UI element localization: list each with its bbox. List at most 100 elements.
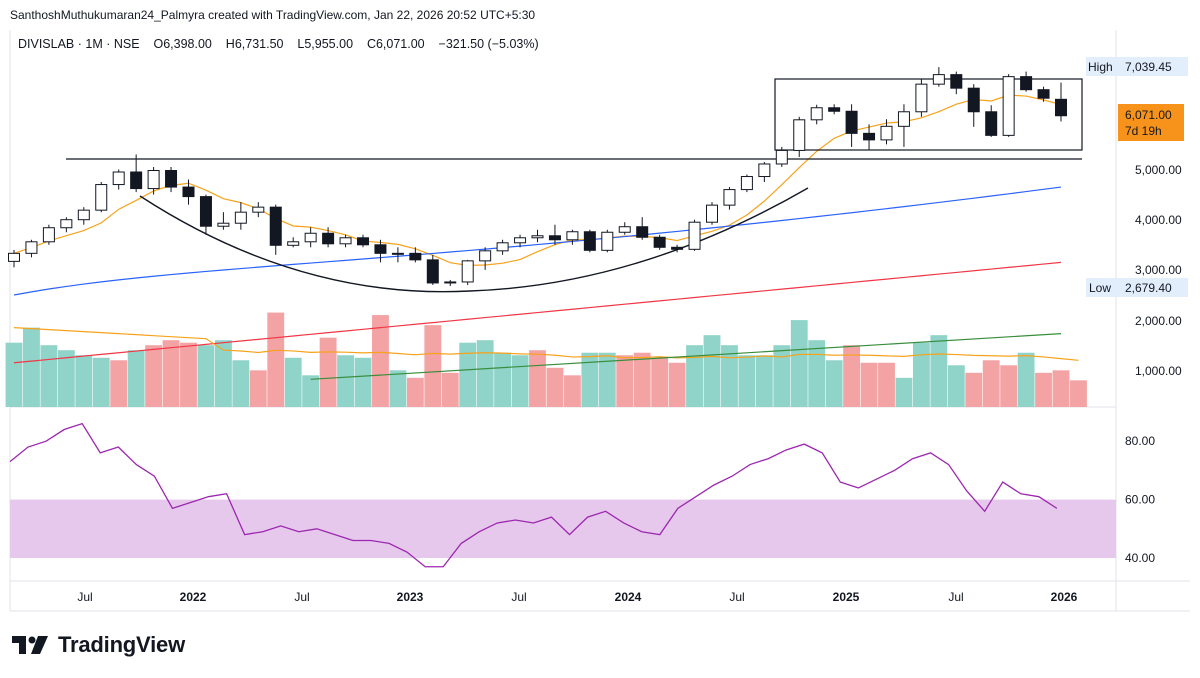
footer: TradingView [12,632,185,658]
candle [322,232,335,245]
price-tick: 5,000.00 [1135,163,1182,177]
open-value: O6,398.00 [153,37,212,51]
moving-averages [13,94,1079,380]
volume-bar [703,335,721,407]
high-tag-value: 7,039.45 [1125,60,1172,74]
volume-bar [145,345,163,407]
volume-bar [441,372,459,407]
close-value: C6,071.00 [366,37,425,51]
candle [601,231,614,251]
low-value: L5,955.00 [297,37,354,51]
candle [8,252,20,262]
candle [845,110,858,134]
candle [95,184,108,211]
candle [793,119,806,151]
candle [566,231,579,241]
rsi-line [9,422,1058,568]
volume-bar [214,340,232,407]
time-label: Jul [77,590,92,604]
volume-bar [494,352,512,407]
candle [409,252,422,261]
candle [932,74,945,85]
candle [967,87,980,113]
time-label: 2024 [615,590,642,604]
candle [671,246,684,250]
time-label: Jul [294,590,309,604]
candle [199,196,212,227]
candle [740,176,753,191]
cup-curve[interactable] [139,187,809,293]
low-tag-value: 2,679.40 [1125,281,1172,295]
candle [461,260,474,283]
volume-bar [389,370,407,407]
candle [1037,89,1050,99]
volume-bar [581,352,599,407]
rsi-tick: 40.00 [1125,551,1155,565]
candle [618,226,631,233]
volume-bar [616,355,634,407]
candle [77,209,90,221]
volume-bars [5,312,1087,407]
time-label: Jul [948,590,963,604]
time-label: 2026 [1051,590,1078,604]
volume-bar [162,340,180,407]
candle [1002,76,1015,136]
price-chart[interactable]: 5,000.00 4,000.00 3,000.00 2,000.00 1,00… [0,30,1200,620]
candles [8,67,1067,287]
time-label: 2022 [180,590,207,604]
volume-bar [755,355,773,407]
volume-bar [459,342,477,407]
bar-countdown: 7d 19h [1125,124,1162,138]
price-tick: 2,000.00 [1135,314,1182,328]
volume-bar [1000,365,1018,407]
volume-bar [476,340,494,407]
candle [810,107,823,121]
candle [531,235,544,239]
candle [287,241,300,246]
time-label: Jul [511,590,526,604]
candle [514,237,527,244]
time-axis[interactable]: Jul 2022 Jul 2023 Jul 2024 Jul 2025 Jul … [77,590,1077,604]
candle [42,227,55,243]
volume-bar [529,350,546,407]
volume-bar [372,315,389,407]
volume-bar [721,345,738,407]
low-tag-label: Low [1089,281,1111,295]
candle [252,206,265,213]
candle [915,83,928,113]
volume-bar [302,375,320,407]
high-tag-value-bg [1120,57,1188,76]
volume-bar [23,327,40,407]
volume-bar [40,345,58,407]
current-price-tag [1118,104,1184,141]
candle [897,111,910,127]
rsi-scale[interactable]: 80.00 60.00 40.00 [1125,434,1155,565]
candle [357,237,369,246]
high-tag-label: High [1088,60,1113,74]
candle [828,107,841,112]
candle [479,250,492,262]
volume-trend-line [310,333,1062,380]
candle [234,211,247,224]
candle [339,237,352,245]
candle [112,171,125,186]
volume-bar [1017,352,1035,407]
volume-bar [843,345,861,407]
rsi-tick: 80.00 [1125,434,1155,448]
volume-bar [930,335,948,407]
candle [1020,76,1033,91]
candle [496,242,509,252]
volume-bar [563,375,581,407]
time-label: Jul [729,590,744,604]
ohlc-legend: DIVISLAB · 1M · NSE O6,398.00 H6,731.50 … [18,37,539,51]
tradingview-logo-icon [12,636,48,654]
symbol-label[interactable]: DIVISLAB · 1M · NSE [18,37,140,51]
consolidation-box[interactable] [774,78,1083,151]
candle [758,163,771,178]
volume-bar [197,345,215,407]
price-tick: 4,000.00 [1135,213,1182,227]
price-scale[interactable]: 5,000.00 4,000.00 3,000.00 2,000.00 1,00… [1086,57,1188,378]
volume-bar [1070,380,1087,407]
volume-bar [633,352,651,407]
volume-bar [982,360,1000,407]
